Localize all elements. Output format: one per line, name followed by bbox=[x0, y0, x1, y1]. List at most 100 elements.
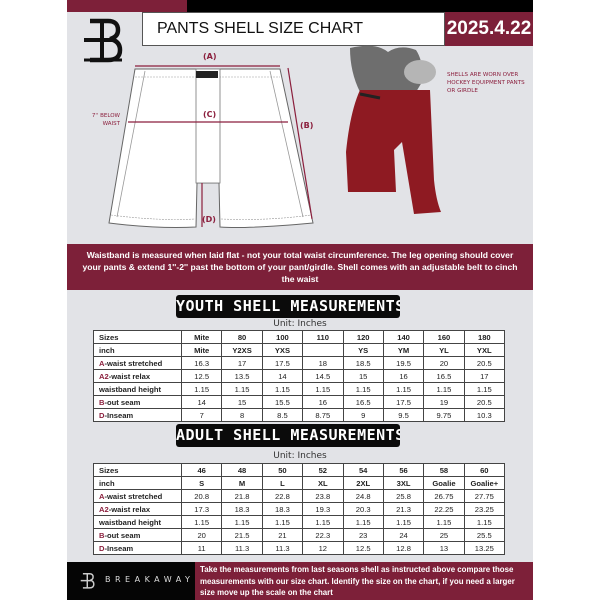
table-cell: 1.15 bbox=[261, 515, 304, 529]
measure-label-a: (A) bbox=[203, 52, 217, 61]
table-cell: 1.15 bbox=[423, 515, 465, 529]
table-cell: 15.5 bbox=[261, 395, 304, 409]
table-row: inch Mite Y2XS YXS YS YM YL YXL bbox=[93, 343, 506, 357]
table-cell: 15 bbox=[342, 369, 384, 383]
table-cell: 7 bbox=[180, 408, 223, 422]
table-cell: 140 bbox=[382, 330, 425, 344]
table-cell: Goalie+ bbox=[463, 476, 506, 490]
row-label: Sizes bbox=[93, 463, 182, 477]
youth-size-table: Sizes Mite 80 100 110 120 140 160 180 inch Mite Y2X… bbox=[93, 330, 506, 422]
top-black-bar bbox=[187, 0, 533, 12]
table-cell: 13.25 bbox=[463, 541, 506, 555]
row-label: waistband height bbox=[93, 382, 182, 396]
row-label: D-Inseam bbox=[93, 408, 182, 422]
table-cell: S bbox=[180, 476, 223, 490]
table-cell: 12.8 bbox=[382, 541, 425, 555]
row-label: waistband height bbox=[93, 515, 182, 529]
row-label-text: -waist relax bbox=[108, 371, 151, 381]
table-cell: 52 bbox=[302, 463, 344, 477]
table-row: waistband height 1.15 1.15 1.15 1.15 1.15 1.15… bbox=[93, 515, 506, 529]
table-cell: 24.8 bbox=[342, 489, 384, 503]
table-cell: 20 bbox=[180, 528, 223, 542]
table-cell: 1.15 bbox=[342, 515, 384, 529]
table-cell: 46 bbox=[180, 463, 223, 477]
table-cell: 11 bbox=[180, 541, 223, 555]
table-cell: 19 bbox=[423, 395, 465, 409]
table-cell: 20.5 bbox=[463, 356, 506, 370]
table-cell: 16.3 bbox=[180, 356, 223, 370]
row-label-text: Sizes bbox=[99, 465, 119, 475]
table-cell: 1.15 bbox=[221, 382, 263, 396]
row-label: A-waist stretched bbox=[93, 356, 182, 370]
table-cell: L bbox=[261, 476, 304, 490]
table-cell: 16 bbox=[302, 395, 344, 409]
table-cell: 1.15 bbox=[463, 515, 506, 529]
table-cell: Y2XS bbox=[221, 343, 263, 357]
table-cell: 21.8 bbox=[221, 489, 263, 503]
footer-instructions: Take the measurements from last seasons … bbox=[195, 562, 533, 600]
table-cell: 1.15 bbox=[302, 515, 344, 529]
table-cell: 80 bbox=[221, 330, 263, 344]
table-cell: 21.5 bbox=[221, 528, 263, 542]
table-cell: 13.5 bbox=[221, 369, 263, 383]
table-cell: Goalie bbox=[423, 476, 465, 490]
table-cell: YXS bbox=[261, 343, 304, 357]
table-cell: 24 bbox=[382, 528, 425, 542]
table-cell: 19.3 bbox=[302, 502, 344, 516]
table-cell: Mite bbox=[180, 330, 223, 344]
table-cell: YL bbox=[423, 343, 465, 357]
row-label: D-Inseam bbox=[93, 541, 182, 555]
table-cell: 25.5 bbox=[463, 528, 506, 542]
row-label: B-out seam bbox=[93, 528, 182, 542]
table-cell: 1.15 bbox=[423, 382, 465, 396]
row-label: inch bbox=[93, 476, 182, 490]
table-row: B-out seam 20 21.5 21 22.3 23 24 25 25.5 bbox=[93, 528, 506, 542]
measure-code: B bbox=[99, 397, 105, 407]
pants-measurement-diagram bbox=[108, 65, 314, 228]
table-cell: 18 bbox=[302, 356, 344, 370]
measure-label-c: (C) bbox=[203, 110, 217, 119]
table-cell: 56 bbox=[382, 463, 425, 477]
title-box: PANTS SHELL SIZE CHART bbox=[142, 12, 445, 46]
youth-section-title: YOUTH SHELL MEASUREMENTS bbox=[176, 295, 400, 318]
row-label-text: waistband height bbox=[99, 517, 162, 527]
table-cell: 16.5 bbox=[342, 395, 384, 409]
row-label: Sizes bbox=[93, 330, 182, 344]
table-cell: 23.25 bbox=[463, 502, 506, 516]
table-cell: 11.3 bbox=[261, 541, 304, 555]
table-cell: 48 bbox=[221, 463, 263, 477]
table-cell: 20 bbox=[423, 356, 465, 370]
table-cell: 1.15 bbox=[221, 515, 263, 529]
table-cell: 2XL bbox=[342, 476, 384, 490]
table-cell: 18.3 bbox=[221, 502, 263, 516]
table-cell: 21.3 bbox=[382, 502, 425, 516]
measure-label-b: (B) bbox=[300, 121, 314, 130]
measure-code: D bbox=[99, 410, 105, 420]
table-cell: 9 bbox=[342, 408, 384, 422]
table-cell: 17 bbox=[463, 369, 506, 383]
table-cell: 20.8 bbox=[180, 489, 223, 503]
table-cell: 11.3 bbox=[221, 541, 263, 555]
row-label-text: -Inseam bbox=[104, 410, 134, 420]
table-cell: YXL bbox=[463, 343, 506, 357]
table-cell: 22.3 bbox=[302, 528, 344, 542]
table-cell: 14 bbox=[261, 369, 304, 383]
table-cell: XL bbox=[302, 476, 344, 490]
footer-brand-name: BREAKAWAY bbox=[105, 575, 195, 584]
row-label: B-out seam bbox=[93, 395, 182, 409]
table-cell: 180 bbox=[463, 330, 506, 344]
breakaway-small-logo-icon bbox=[80, 573, 95, 589]
below-waist-note: 7'' BELOW WAIST bbox=[91, 113, 120, 127]
table-cell: 12.5 bbox=[180, 369, 223, 383]
row-label-text: -waist stretched bbox=[104, 358, 163, 368]
table-cell: 50 bbox=[261, 463, 304, 477]
table-cell: 160 bbox=[423, 330, 465, 344]
row-label-text: inch bbox=[99, 478, 115, 488]
date-badge: 2025.4.22 bbox=[445, 12, 533, 46]
measure-code: A bbox=[99, 491, 105, 501]
table-cell: 120 bbox=[342, 330, 384, 344]
table-cell: 25 bbox=[423, 528, 465, 542]
shell-on-girdle-photo bbox=[346, 45, 441, 214]
table-row: Sizes 46 48 50 52 54 56 58 60 bbox=[93, 463, 506, 477]
table-cell: 17.3 bbox=[180, 502, 223, 516]
